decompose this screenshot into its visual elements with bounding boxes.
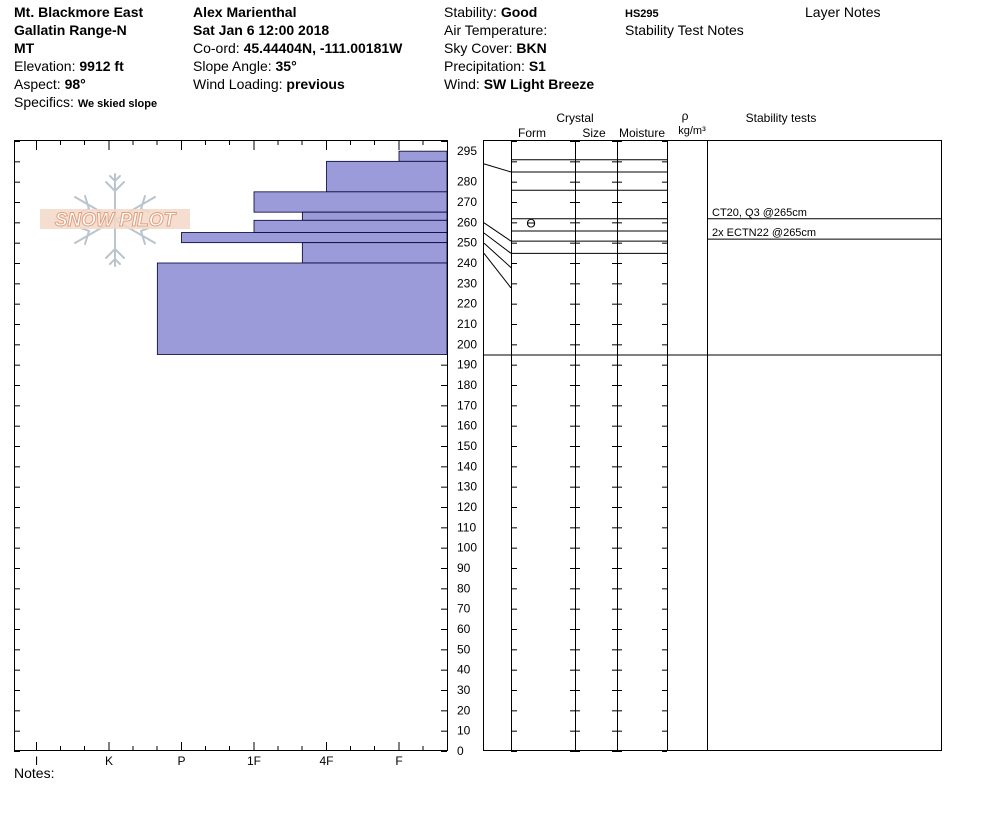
hardness-bar xyxy=(398,150,448,162)
table-headers: Crystal Form Size Moisture ρ kg/m³ Stabi… xyxy=(518,109,816,140)
hardness-bar xyxy=(156,262,448,355)
wind: Wind: SW Light Breeze xyxy=(444,76,594,92)
hardness-plot-frame xyxy=(14,140,448,751)
hardness-bar xyxy=(326,160,448,193)
layer-notes-label: Layer Notes xyxy=(805,4,880,20)
hardness-label: F xyxy=(395,754,402,768)
form-header: Form xyxy=(518,126,546,140)
hardness-bar xyxy=(301,242,448,264)
connector-line xyxy=(483,222,512,242)
depth-label: 90 xyxy=(457,561,471,575)
depth-label: 280 xyxy=(457,175,477,189)
observer-name: Alex Marienthal xyxy=(193,4,296,20)
logo-text: SNOW PILOT xyxy=(55,210,177,231)
stability-test-text: 2x ECTN22 @265cm xyxy=(712,227,816,239)
depth-label: 230 xyxy=(457,276,477,290)
air-temperature: Air Temperature: xyxy=(444,22,547,38)
range-name: Gallatin Range-N xyxy=(14,22,127,38)
layer-table-rows xyxy=(483,159,941,356)
precipitation: Precipitation: S1 xyxy=(444,58,546,74)
depth-label: 10 xyxy=(457,724,471,738)
hardness-axis-labels: I K P 1F 4F F xyxy=(35,754,403,768)
site-name: Mt. Blackmore East xyxy=(14,4,143,20)
depth-label: 100 xyxy=(457,541,477,555)
hardness-label: 4F xyxy=(319,754,333,768)
hardness-label: K xyxy=(105,754,113,768)
hardness-bar xyxy=(181,232,448,244)
stability-tests-header: Stability tests xyxy=(746,111,817,125)
connector-line xyxy=(483,242,512,268)
depth-label: 70 xyxy=(457,602,471,616)
density-unit: kg/m³ xyxy=(678,125,706,137)
depth-label: 180 xyxy=(457,378,477,392)
depth-axis-labels: 0 10 20 30 40 50 60 70 80 90 100 110 120 130 140 150 160… xyxy=(457,144,477,758)
moisture-header: Moisture xyxy=(619,126,665,140)
specifics: Specifics: We skied slope xyxy=(14,94,157,110)
depth-label: 295 xyxy=(457,144,477,158)
depth-label: 210 xyxy=(457,317,477,331)
depth-label: 30 xyxy=(457,683,471,697)
depth-label: 40 xyxy=(457,663,471,677)
stability-test-notes-label: Stability Test Notes xyxy=(625,22,744,38)
depth-label: 60 xyxy=(457,622,471,636)
hardness-bar xyxy=(301,211,448,221)
layer-connector-lines xyxy=(483,163,512,289)
observation-date: Sat Jan 6 12:00 2018 xyxy=(193,22,329,38)
depth-label: 20 xyxy=(457,703,471,717)
hardness-plot-top-ticks xyxy=(36,140,424,751)
depth-label: 120 xyxy=(457,500,477,514)
depth-label: 250 xyxy=(457,236,477,250)
elevation: Elevation: 9912 ft xyxy=(14,58,124,74)
depth-label: 240 xyxy=(457,256,477,270)
hardness-bar xyxy=(253,219,448,233)
depth-label: 80 xyxy=(457,581,471,595)
stability-test-text: CT20, Q3 @265cm xyxy=(712,207,807,219)
stability: Stability: Good xyxy=(444,4,537,20)
hardness-label: I xyxy=(35,754,38,768)
depth-label: 260 xyxy=(457,215,477,229)
snow-pilot-logo: SNOW PILOT xyxy=(40,173,190,267)
header-observer-info: Alex Marienthal Sat Jan 6 12:00 2018 Co-… xyxy=(193,4,403,92)
layer-table xyxy=(483,140,942,751)
depth-label: 220 xyxy=(457,297,477,311)
header-conditions: Stability: Good Air Temperature: Sky Cov… xyxy=(444,4,594,92)
connector-line xyxy=(483,232,512,254)
depth-label: 110 xyxy=(457,520,476,534)
slope-angle: Slope Angle: 35° xyxy=(193,58,297,74)
hardness-bars xyxy=(156,150,448,355)
depth-label: 200 xyxy=(457,337,477,351)
depth-label: 170 xyxy=(457,398,477,412)
depth-label: 140 xyxy=(457,459,477,473)
crystal-form-symbols: ϴ xyxy=(526,216,535,230)
state-name: MT xyxy=(14,40,35,56)
aspect: Aspect: 98° xyxy=(14,76,86,92)
header-site-info: Mt. Blackmore East Gallatin Range-N MT E… xyxy=(14,4,157,110)
depth-label: 130 xyxy=(457,480,477,494)
hardness-bar xyxy=(253,191,448,213)
coordinates: Co-ord: 45.44404N, -111.00181W xyxy=(193,40,403,56)
hardness-label: 1F xyxy=(247,754,261,768)
depth-label: 150 xyxy=(457,439,477,453)
connector-line xyxy=(483,163,512,173)
layer-table-ticks xyxy=(511,141,667,752)
crystal-header: Crystal xyxy=(556,111,593,125)
hardness-label: P xyxy=(177,754,185,768)
stability-test-entries: CT20, Q3 @265cm 2x ECTN22 @265cm xyxy=(712,207,816,239)
density-symbol: ρ xyxy=(682,109,689,123)
sky-cover: Sky Cover: BKN xyxy=(444,40,547,56)
depth-label: 190 xyxy=(457,358,477,372)
snow-height: HS295 xyxy=(625,8,659,20)
notes-label: Notes: xyxy=(14,765,54,781)
depth-label: 270 xyxy=(457,195,477,209)
size-header: Size xyxy=(582,126,606,140)
depth-label: 0 xyxy=(457,744,464,758)
connector-line xyxy=(483,253,512,289)
crystal-form-symbol: ϴ xyxy=(526,216,535,230)
wind-loading: Wind Loading: previous xyxy=(193,76,345,92)
depth-label: 50 xyxy=(457,642,471,656)
depth-label: 160 xyxy=(457,419,477,433)
